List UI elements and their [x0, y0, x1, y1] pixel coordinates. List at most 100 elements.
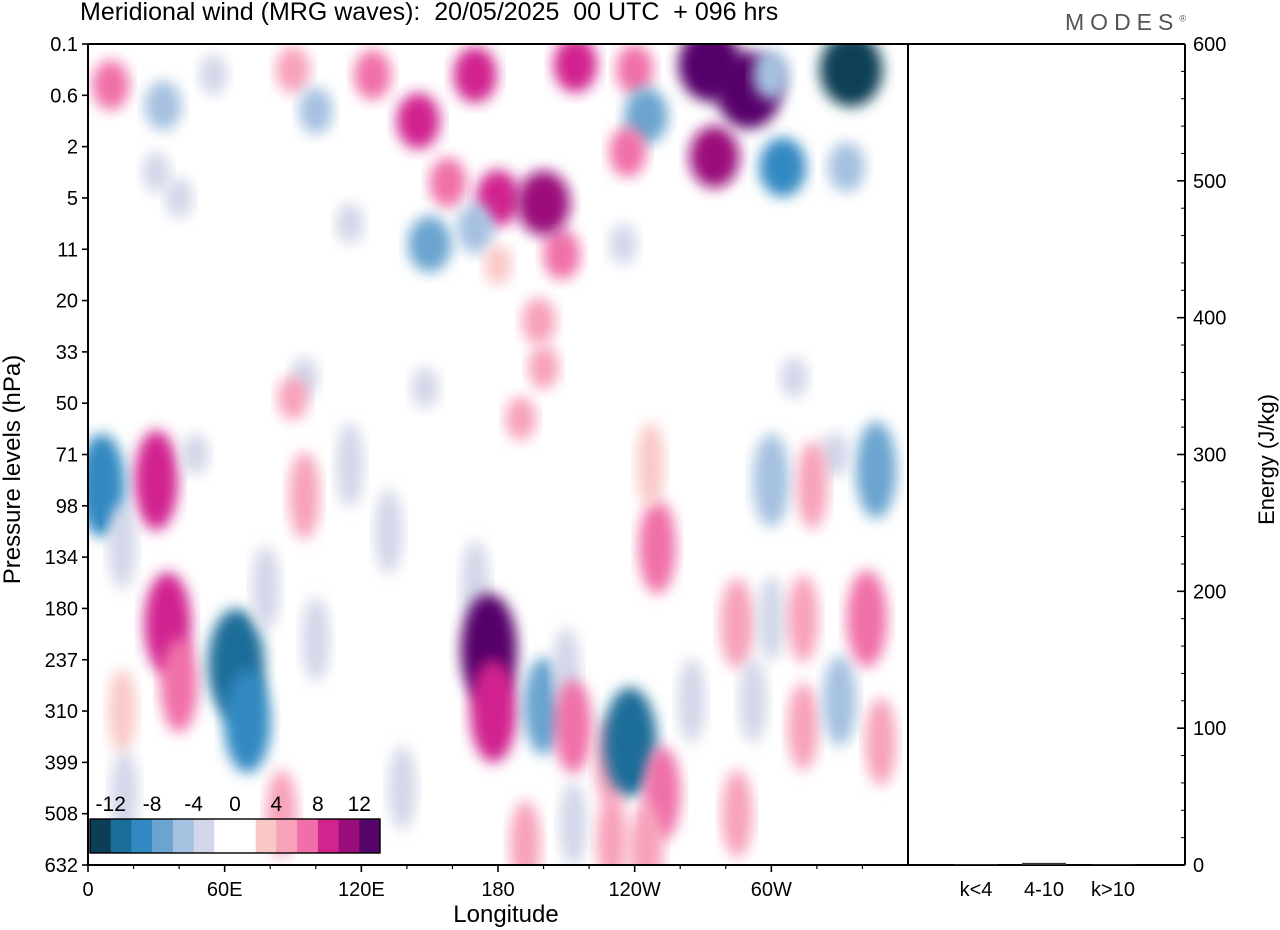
- wind-anomaly-cell: [636, 422, 665, 508]
- wind-anomaly-cell: [638, 499, 677, 594]
- y-tick-label: 134: [45, 547, 78, 569]
- wind-anomaly-cell: [134, 430, 179, 531]
- wind-anomaly-cell: [110, 750, 139, 836]
- energy-tick-label: 100: [1193, 718, 1226, 740]
- energy-tick-label: 200: [1193, 581, 1226, 603]
- energy-bar: [954, 864, 998, 865]
- y-tick-label: 71: [56, 445, 78, 467]
- wind-anomaly-cell: [865, 697, 897, 786]
- energy-tick-label: 300: [1193, 445, 1226, 467]
- brand-logo: MODES®: [1065, 9, 1186, 36]
- wind-anomaly-cell: [522, 297, 556, 345]
- x-tick-label: 60E: [207, 879, 243, 901]
- wind-anomaly-cell: [224, 669, 271, 773]
- wind-anomaly-cell: [388, 745, 417, 831]
- colorbar-swatch: [152, 819, 174, 853]
- wind-anomaly-cell: [354, 49, 392, 100]
- colorbar-label: -12: [96, 793, 126, 816]
- colorbar-swatch: [359, 819, 381, 853]
- wind-anomaly-cell: [181, 434, 209, 475]
- wind-anomaly-cell: [407, 216, 452, 273]
- wind-anomaly-cell: [396, 93, 441, 149]
- x-tick-label: 60W: [751, 879, 792, 901]
- y-tick-label: 508: [45, 804, 78, 826]
- colorbar: -12 -8 -4 0 4 8 12: [89, 793, 381, 854]
- wind-anomaly-cell: [689, 125, 740, 188]
- wind-anomaly-cell: [108, 504, 136, 590]
- wind-anomaly-cell: [165, 177, 193, 219]
- colorbar-swatch: [214, 819, 236, 853]
- colorbar-label: 0: [229, 793, 241, 816]
- wind-anomaly-cell: [787, 682, 819, 771]
- wind-anomaly-cell: [553, 44, 598, 93]
- wind-anomaly-cell: [603, 687, 657, 797]
- wind-anomaly-cell: [336, 203, 364, 245]
- x-tick-label: 0: [82, 879, 93, 901]
- colorbar-label: -8: [143, 793, 162, 816]
- wind-anomaly-cell: [251, 545, 280, 631]
- wind-anomaly-cell: [276, 46, 310, 94]
- wind-anomaly-cell: [543, 229, 581, 280]
- wind-anomaly-cell: [822, 655, 857, 747]
- colorbar-swatch: [276, 819, 298, 853]
- wind-anomaly-cell: [302, 596, 330, 682]
- y-tick-label: 632: [45, 855, 78, 877]
- colorbar-label: 4: [271, 793, 283, 816]
- brand-registered-mark: ®: [1179, 13, 1186, 24]
- wind-anomaly-cell: [144, 80, 182, 131]
- wind-anomaly-cell: [616, 44, 654, 95]
- wind-field-layer: [88, 44, 897, 865]
- y-tick-label: 5: [67, 188, 78, 210]
- y-tick-label: 33: [56, 342, 78, 364]
- wind-anomaly-cell: [429, 157, 467, 208]
- wind-anomaly-cell: [629, 804, 664, 865]
- colorbar-swatch: [90, 819, 112, 853]
- energy-axis-label: Energy (J/kg): [1254, 394, 1279, 525]
- wind-anomaly-cell: [336, 422, 364, 508]
- wind-anomaly-cell: [559, 781, 587, 865]
- energy-category-label: k<4: [960, 879, 993, 901]
- y-tick-label: 50: [56, 393, 78, 415]
- colorbar-border: [89, 818, 381, 854]
- energy-category-label: k>10: [1091, 879, 1135, 901]
- wind-anomaly-cell: [92, 60, 130, 111]
- x-tick-label: 120E: [338, 879, 385, 901]
- energy-bar: [1091, 864, 1135, 865]
- x-tick-label: 120W: [609, 879, 661, 901]
- wind-anomaly-cell: [517, 170, 571, 236]
- colorbar-swatch: [172, 819, 195, 853]
- wind-anomaly-cell: [796, 441, 828, 530]
- wind-anomaly-cell: [470, 659, 517, 763]
- colorbar-swatch: [297, 819, 319, 853]
- energy-tick-label: 500: [1193, 171, 1226, 193]
- wind-anomaly-cell: [780, 357, 808, 398]
- y-tick-label: 237: [45, 650, 78, 672]
- wind-anomaly-cell: [752, 49, 790, 100]
- colorbar-label: 12: [348, 793, 371, 816]
- page-title: Meridional wind (MRG waves): 20/05/2025 …: [80, 0, 779, 26]
- wind-anomaly-cell: [505, 396, 537, 441]
- wind-anomaly-cell: [787, 574, 819, 663]
- wind-anomaly-cell: [411, 367, 439, 409]
- y-tick-label: 310: [45, 701, 78, 723]
- x-axis-label: Longitude: [453, 901, 558, 928]
- y-axis-label: Pressure levels (hPa): [0, 355, 26, 584]
- wind-anomaly-cell: [752, 433, 790, 528]
- wind-anomaly-cell: [484, 244, 512, 286]
- wind-anomaly-cell: [298, 87, 333, 135]
- wind-anomaly-cell: [277, 376, 309, 421]
- energy-tick-label: 400: [1193, 308, 1226, 330]
- wind-anomaly-cell: [554, 679, 592, 774]
- wind-anomaly-cell: [108, 668, 136, 754]
- wind-anomaly-cell: [160, 638, 198, 733]
- wind-anomaly-cell: [739, 658, 767, 744]
- energy-category-label: 4-10: [1024, 879, 1064, 901]
- colorbar-swatch: [110, 819, 132, 853]
- wind-anomaly-cell: [757, 576, 786, 662]
- y-tick-label: 180: [45, 598, 78, 620]
- wind-anomaly-cell: [456, 203, 494, 254]
- wind-anomaly-cell: [596, 795, 628, 865]
- colorbar-swatch: [131, 819, 153, 853]
- heatmap-axes: 0.1 0.6 2 5 11 20 33 50 71 98 134 180 237 310 399 508 63…: [0, 34, 909, 928]
